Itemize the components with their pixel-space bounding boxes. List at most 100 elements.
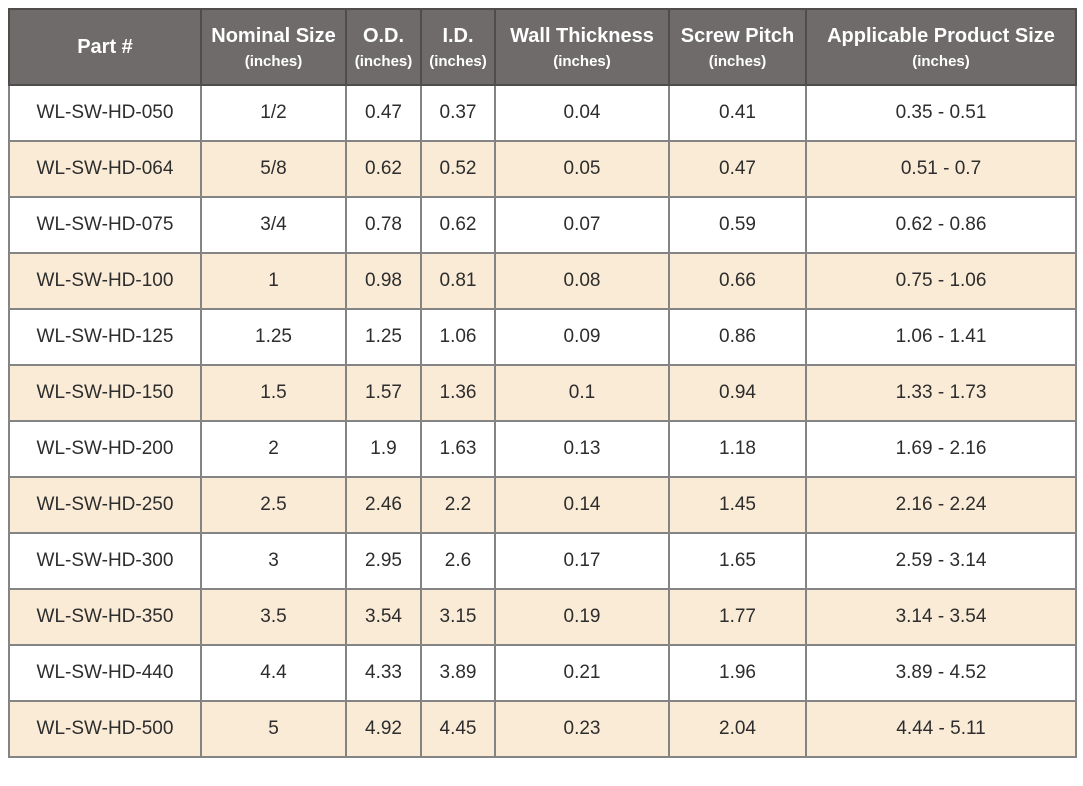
value-cell: 0.04	[494, 84, 670, 142]
value-cell: 1.18	[668, 420, 807, 478]
value-cell: 0.62	[345, 140, 422, 198]
value-cell: 1.63	[420, 420, 496, 478]
value-cell: 0.52	[420, 140, 496, 198]
value-cell: 1.45	[668, 476, 807, 534]
value-cell: 0.13	[494, 420, 670, 478]
part-number-cell: WL-SW-HD-300	[8, 532, 202, 590]
value-cell: 5/8	[200, 140, 347, 198]
value-cell: 1.33 - 1.73	[805, 364, 1077, 422]
value-cell: 0.05	[494, 140, 670, 198]
table-row: WL-SW-HD-300 3 2.95 2.6 0.17 1.65 2.59 - 3.14	[8, 532, 1077, 590]
part-number-cell: WL-SW-HD-200	[8, 420, 202, 478]
value-cell: 1.69 - 2.16	[805, 420, 1077, 478]
column-header: Part #	[8, 8, 202, 86]
value-cell: 1.25	[345, 308, 422, 366]
value-cell: 2	[200, 420, 347, 478]
value-cell: 0.07	[494, 196, 670, 254]
value-cell: 1/2	[200, 84, 347, 142]
value-cell: 2.16 - 2.24	[805, 476, 1077, 534]
value-cell: 1.06	[420, 308, 496, 366]
column-header-label: Applicable Product Size	[827, 24, 1055, 47]
value-cell: 0.17	[494, 532, 670, 590]
value-cell: 0.98	[345, 252, 422, 310]
part-number-cell: WL-SW-HD-075	[8, 196, 202, 254]
value-cell: 0.51 - 0.7	[805, 140, 1077, 198]
table-body: WL-SW-HD-050 1/2 0.47 0.37 0.04 0.41 0.35 - 0.…	[8, 84, 1077, 758]
value-cell: 3.54	[345, 588, 422, 646]
table-row: WL-SW-HD-250 2.5 2.46 2.2 0.14 1.45 2.16 - 2.2…	[8, 476, 1077, 534]
part-number-cell: WL-SW-HD-064	[8, 140, 202, 198]
value-cell: 3.14 - 3.54	[805, 588, 1077, 646]
column-header-label: Screw Pitch	[680, 24, 795, 47]
value-cell: 0.47	[345, 84, 422, 142]
value-cell: 0.62 - 0.86	[805, 196, 1077, 254]
value-cell: 1.36	[420, 364, 496, 422]
table-row: WL-SW-HD-200 2 1.9 1.63 0.13 1.18 1.69 - 2.16	[8, 420, 1077, 478]
value-cell: 1.65	[668, 532, 807, 590]
value-cell: 0.19	[494, 588, 670, 646]
header-row: Part # Nominal Size (inches) O.D. (inches) I.…	[8, 8, 1077, 86]
value-cell: 1.25	[200, 308, 347, 366]
column-header-label: Part #	[77, 36, 133, 58]
part-number-cell: WL-SW-HD-440	[8, 644, 202, 702]
value-cell: 1.06 - 1.41	[805, 308, 1077, 366]
value-cell: 0.47	[668, 140, 807, 198]
column-header-unit: (inches)	[244, 52, 303, 70]
column-header-label: Nominal Size	[211, 24, 336, 47]
value-cell: 3.5	[200, 588, 347, 646]
value-cell: 4.45	[420, 700, 496, 758]
part-number-cell: WL-SW-HD-050	[8, 84, 202, 142]
value-cell: 1.9	[345, 420, 422, 478]
column-header: Applicable Product Size (inches)	[805, 8, 1077, 86]
value-cell: 0.37	[420, 84, 496, 142]
table-row: WL-SW-HD-150 1.5 1.57 1.36 0.1 0.94 1.33 - 1.7…	[8, 364, 1077, 422]
column-header-label: Wall Thickness	[510, 24, 654, 47]
value-cell: 0.81	[420, 252, 496, 310]
column-header-unit: (inches)	[708, 52, 767, 70]
part-number-cell: WL-SW-HD-350	[8, 588, 202, 646]
value-cell: 0.41	[668, 84, 807, 142]
value-cell: 1.57	[345, 364, 422, 422]
value-cell: 0.1	[494, 364, 670, 422]
value-cell: 1.96	[668, 644, 807, 702]
column-header-unit: (inches)	[553, 52, 611, 70]
table-row: WL-SW-HD-050 1/2 0.47 0.37 0.04 0.41 0.35 - 0.…	[8, 84, 1077, 142]
value-cell: 2.04	[668, 700, 807, 758]
table-row: WL-SW-HD-075 3/4 0.78 0.62 0.07 0.59 0.62 - 0.…	[8, 196, 1077, 254]
column-header: Screw Pitch (inches)	[668, 8, 807, 86]
value-cell: 0.59	[668, 196, 807, 254]
value-cell: 0.21	[494, 644, 670, 702]
part-number-cell: WL-SW-HD-250	[8, 476, 202, 534]
table-row: WL-SW-HD-350 3.5 3.54 3.15 0.19 1.77 3.14 - 3.…	[8, 588, 1077, 646]
value-cell: 3.89	[420, 644, 496, 702]
column-header-unit: (inches)	[912, 52, 970, 70]
value-cell: 0.35 - 0.51	[805, 84, 1077, 142]
value-cell: 0.75 - 1.06	[805, 252, 1077, 310]
table-row: WL-SW-HD-125 1.25 1.25 1.06 0.09 0.86 1.06 - 1…	[8, 308, 1077, 366]
table-row: WL-SW-HD-440 4.4 4.33 3.89 0.21 1.96 3.89 - 4.…	[8, 644, 1077, 702]
column-header: I.D. (inches)	[420, 8, 496, 86]
value-cell: 1.77	[668, 588, 807, 646]
column-header-unit: (inches)	[354, 52, 413, 70]
column-header-label: O.D.	[362, 24, 405, 47]
value-cell: 0.08	[494, 252, 670, 310]
part-number-cell: WL-SW-HD-500	[8, 700, 202, 758]
value-cell: 4.44 - 5.11	[805, 700, 1077, 758]
value-cell: 1.5	[200, 364, 347, 422]
value-cell: 2.95	[345, 532, 422, 590]
table-row: WL-SW-HD-064 5/8 0.62 0.52 0.05 0.47 0.51 - 0.…	[8, 140, 1077, 198]
value-cell: 5	[200, 700, 347, 758]
part-number-cell: WL-SW-HD-125	[8, 308, 202, 366]
product-spec-table: Part # Nominal Size (inches) O.D. (inches) I.…	[8, 8, 1077, 758]
value-cell: 1	[200, 252, 347, 310]
value-cell: 4.4	[200, 644, 347, 702]
value-cell: 3.15	[420, 588, 496, 646]
column-header: O.D. (inches)	[345, 8, 422, 86]
value-cell: 0.14	[494, 476, 670, 534]
value-cell: 4.33	[345, 644, 422, 702]
column-header-unit: (inches)	[429, 52, 487, 70]
value-cell: 2.46	[345, 476, 422, 534]
value-cell: 0.09	[494, 308, 670, 366]
part-number-cell: WL-SW-HD-150	[8, 364, 202, 422]
